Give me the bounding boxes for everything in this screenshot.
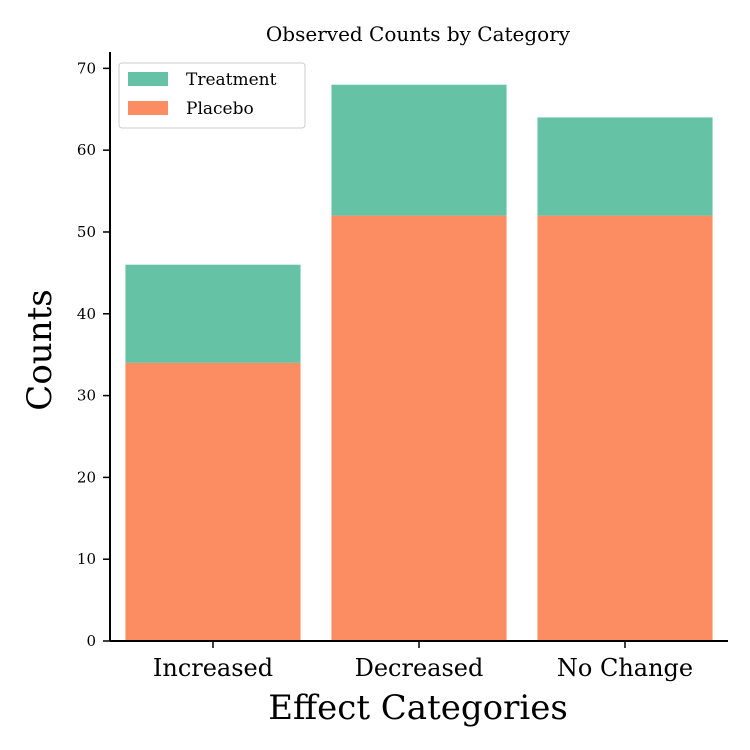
y-tick-label: 40 <box>77 305 96 323</box>
x-tick-label: Decreased <box>355 654 484 682</box>
y-tick-label: 30 <box>77 387 96 405</box>
bar-treatment-increased <box>125 264 301 363</box>
y-axis: 0 10 20 30 40 50 60 70 <box>77 52 111 650</box>
y-tick-label: 0 <box>86 632 96 650</box>
legend-swatch-treatment <box>128 72 168 86</box>
bar-placebo-decreased <box>331 215 507 641</box>
y-tick-label: 50 <box>77 223 96 241</box>
x-axis-title: Effect Categories <box>268 688 568 728</box>
legend-label-placebo: Placebo <box>186 99 254 119</box>
y-tick-label: 60 <box>77 141 96 159</box>
bar-treatment-no-change <box>537 117 713 216</box>
y-axis-title: Counts <box>20 289 60 410</box>
x-tick-label: Increased <box>153 654 273 682</box>
legend-label-treatment: Treatment <box>186 70 277 90</box>
chart-title: Observed Counts by Category <box>266 22 571 46</box>
y-tick-label: 10 <box>77 550 96 568</box>
y-tick-label: 20 <box>77 468 96 486</box>
legend-swatch-placebo <box>128 101 168 115</box>
x-axis: Increased Decreased No Change <box>110 640 728 682</box>
x-tick-label: No Change <box>557 654 693 682</box>
bar-placebo-no-change <box>537 215 713 641</box>
y-tick-label: 70 <box>77 59 96 77</box>
bar-placebo-increased <box>125 362 301 641</box>
bars-group <box>125 84 713 641</box>
bar-treatment-decreased <box>331 84 507 216</box>
legend: Treatment Placebo <box>118 62 306 129</box>
